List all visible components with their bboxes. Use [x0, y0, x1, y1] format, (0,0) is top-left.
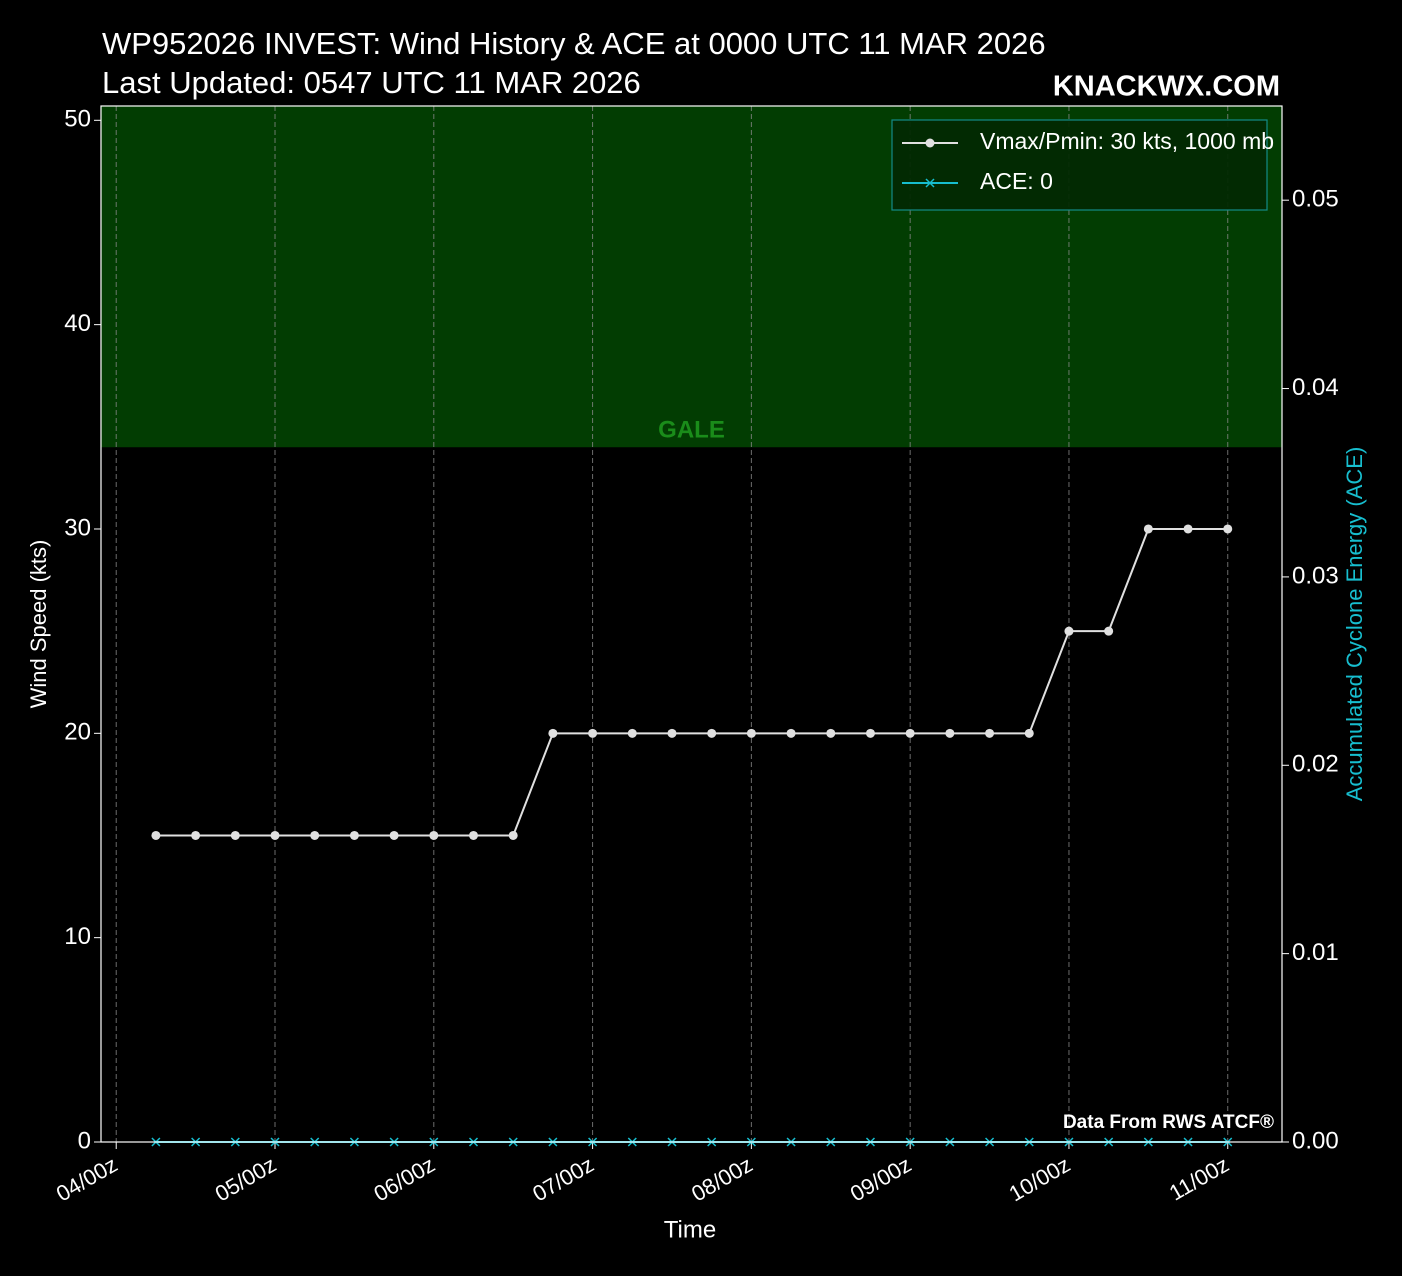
band-label: GALE [658, 417, 725, 444]
marker [1104, 626, 1114, 636]
y-tick-label: 10 [64, 923, 91, 950]
legend-marker [925, 138, 935, 148]
marker [667, 728, 677, 738]
marker [230, 830, 240, 840]
x-axis-label: Time [664, 1216, 716, 1243]
marker [429, 830, 439, 840]
marker [389, 830, 399, 840]
y2-tick-label: 0.05 [1292, 186, 1339, 213]
y2-axis-label: Accumulated Cyclone Energy (ACE) [1342, 447, 1367, 802]
legend-label: Vmax/Pmin: 30 kts, 1000 mb [980, 128, 1274, 154]
y-axis-label: Wind Speed (kts) [26, 540, 51, 709]
marker [905, 728, 915, 738]
y2-tick-label: 0.00 [1292, 1127, 1339, 1154]
marker [1183, 524, 1193, 534]
marker [786, 728, 796, 738]
y-tick-label: 0 [78, 1127, 91, 1154]
marker [349, 830, 359, 840]
marker [746, 728, 756, 738]
y2-tick-label: 0.03 [1292, 562, 1339, 589]
y2-tick-label: 0.01 [1292, 939, 1339, 966]
chart-title: WP952026 INVEST: Wind History & ACE at 0… [102, 26, 1046, 61]
brand: KNACKWX.COM [1053, 71, 1280, 103]
legend-box [891, 119, 1268, 211]
marker [270, 830, 280, 840]
marker [1143, 524, 1153, 534]
marker [707, 728, 717, 738]
y-tick-label: 20 [64, 719, 91, 746]
marker [310, 830, 320, 840]
y-tick-label: 50 [64, 106, 91, 133]
marker [191, 830, 201, 840]
legend-marker [925, 178, 935, 188]
marker [1024, 728, 1034, 738]
y2-tick-label: 0.02 [1292, 751, 1339, 778]
marker [627, 728, 637, 738]
y-tick-label: 40 [64, 310, 91, 337]
y2-tick-label: 0.04 [1292, 374, 1339, 401]
marker [945, 728, 955, 738]
marker [151, 830, 161, 840]
marker [468, 830, 478, 840]
credit: Data From RWS ATCF® [1063, 1112, 1274, 1133]
marker [985, 728, 995, 738]
marker [1064, 626, 1074, 636]
marker [826, 728, 836, 738]
series-line [155, 527, 1228, 837]
chart-subtitle: Last Updated: 0547 UTC 11 MAR 2026 [102, 65, 641, 100]
marker [548, 728, 558, 738]
marker [1223, 524, 1233, 534]
plot-frame [100, 105, 1283, 1143]
marker [508, 830, 518, 840]
legend-label: ACE: 0 [980, 168, 1053, 194]
y-tick-label: 30 [64, 514, 91, 541]
marker [865, 728, 875, 738]
marker [588, 728, 598, 738]
